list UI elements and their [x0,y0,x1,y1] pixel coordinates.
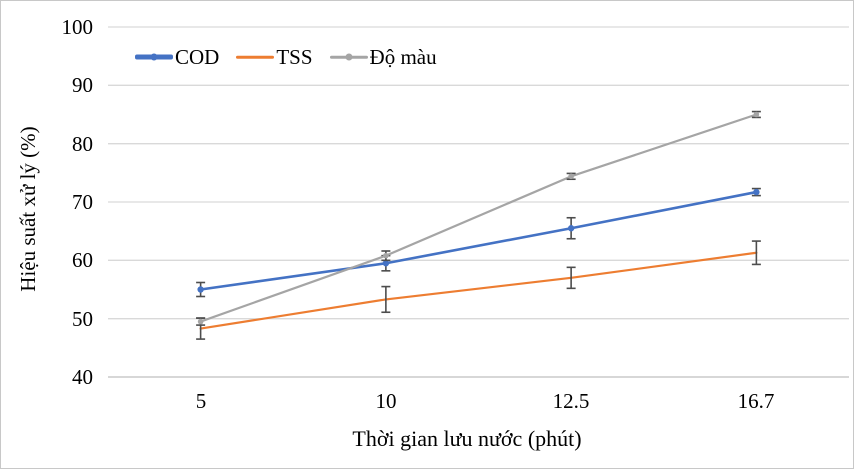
error-bar [751,240,761,266]
gridlines [108,26,849,378]
series-COD [196,187,761,298]
x-axis-title: Thời gian lưu nước (phút) [352,426,582,451]
y-tick-label: 80 [72,132,93,156]
data-point-marker [383,252,389,259]
y-axis-title: Hiệu suất xử lý (%) [16,126,40,292]
cod-line-sample [135,44,173,70]
y-tick-label: 40 [72,365,93,389]
data-point-marker [567,225,575,232]
series-Độ màu [196,110,761,326]
data-point-marker [753,111,760,118]
x-tick-label: 12.5 [552,389,590,413]
error-bar [381,285,391,314]
y-tick-label: 50 [72,307,93,331]
y-tick-label: 90 [72,73,93,97]
y-tick-label: 70 [72,190,93,214]
x-tick-label: 5 [195,389,207,413]
x-tick-label: 10 [375,389,397,413]
legend-item-tss: TSS [236,44,313,70]
error-bar [566,266,576,290]
data-point-marker [197,286,204,293]
data-point-marker [197,318,204,325]
legend: COD TSS Độ màu [135,44,437,70]
legend-item-do-mau: Độ màu [329,44,437,70]
legend-label-tss: TSS [276,45,313,69]
y-tick-label: 60 [72,248,93,272]
legend-item-cod: COD [135,44,219,70]
y-tick-label: 100 [61,15,94,39]
legend-label-do-mau: Độ màu [369,45,437,69]
do-mau-line-sample [329,44,368,70]
series-line [199,113,758,323]
data-point-marker [382,260,390,267]
tss-line-sample [236,44,275,70]
x-tick-label: 16.7 [737,389,775,413]
series-line [199,251,758,330]
legend-label-cod: COD [175,45,220,69]
series-TSS [196,240,761,340]
series-line [199,190,758,291]
data-point-marker [568,173,574,180]
data-point-marker [753,188,760,196]
